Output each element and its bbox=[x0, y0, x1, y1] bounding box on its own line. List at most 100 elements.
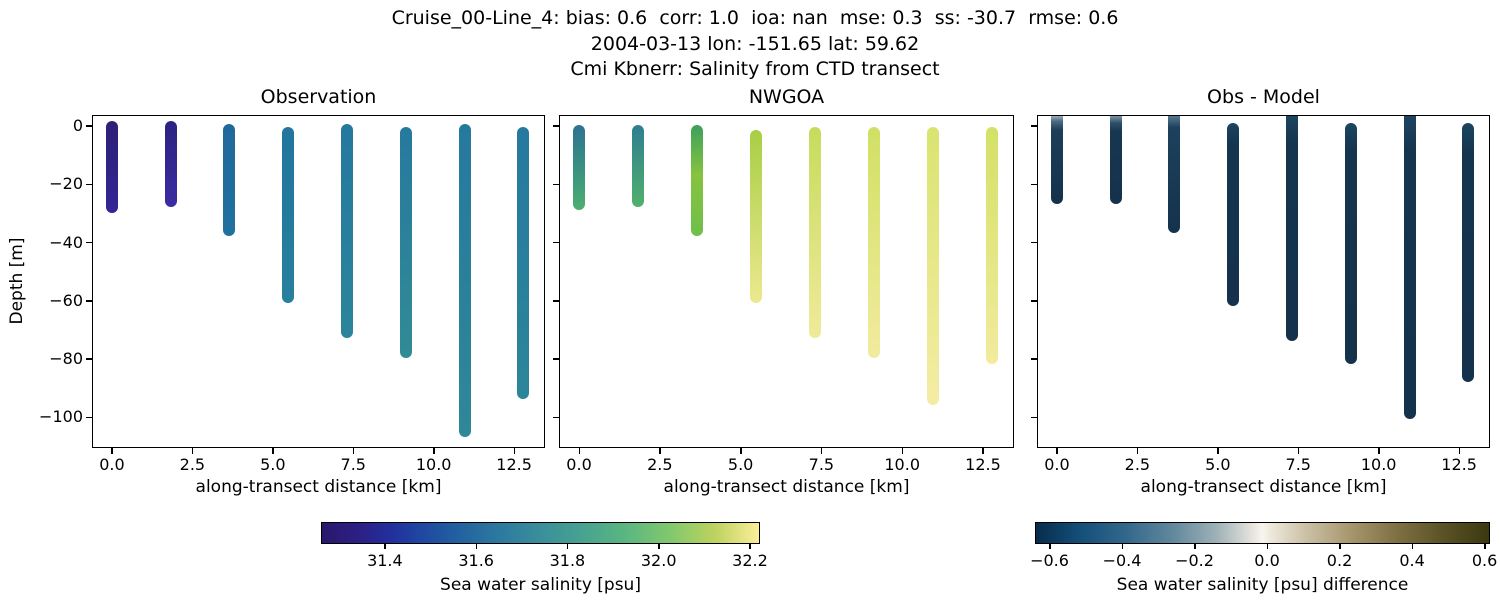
colorbar-tick-label: −0.4 bbox=[1102, 551, 1142, 570]
colorbar-tick-label: 31.4 bbox=[367, 551, 403, 570]
x-tick-mark bbox=[1458, 448, 1461, 454]
y-tick-mark bbox=[1031, 300, 1037, 302]
data-column bbox=[1227, 122, 1240, 306]
x-tick-label: 0.0 bbox=[1044, 455, 1070, 474]
colorbar-tick-mark bbox=[658, 544, 660, 549]
y-tick-mark bbox=[553, 300, 559, 302]
x-tick-mark bbox=[1378, 448, 1380, 454]
y-tick-label: −60 bbox=[49, 290, 83, 310]
y-tick-mark bbox=[86, 416, 92, 419]
colorbar-tick-mark bbox=[1266, 544, 1269, 549]
x-axis-label: along-transect distance [km] bbox=[195, 477, 442, 497]
x-tick-label: 2.5 bbox=[179, 455, 206, 474]
x-tick-mark bbox=[1297, 448, 1300, 454]
x-tick-label: 2.5 bbox=[647, 455, 673, 474]
y-tick-label: −80 bbox=[49, 349, 83, 369]
y-tick-mark bbox=[86, 358, 92, 360]
colorbar-tick-mark bbox=[1339, 544, 1341, 549]
x-tick-mark bbox=[820, 448, 823, 454]
colorbar-tick-label: 32.2 bbox=[732, 551, 768, 570]
data-column bbox=[223, 123, 236, 236]
figure-title-line2: 2004-03-13 lon: -151.65 lat: 59.62 bbox=[590, 33, 920, 55]
x-tick-label: 12.5 bbox=[965, 455, 1001, 474]
x-tick-mark bbox=[111, 448, 113, 454]
colorbar-tick-mark bbox=[384, 544, 386, 549]
x-axis-label: along-transect distance [km] bbox=[663, 477, 910, 497]
x-tick-mark bbox=[982, 448, 984, 454]
y-tick-mark bbox=[553, 358, 559, 360]
data-column bbox=[164, 121, 177, 207]
x-tick-label: 2.5 bbox=[1124, 455, 1151, 474]
x-tick-mark bbox=[1056, 448, 1058, 454]
x-tick-label: 5.0 bbox=[727, 455, 754, 474]
data-column bbox=[1050, 116, 1063, 204]
data-column bbox=[105, 121, 118, 213]
panel-title-nwgoa: NWGOA bbox=[748, 86, 825, 108]
x-tick-mark bbox=[1217, 448, 1219, 454]
x-tick-label: 10.0 bbox=[415, 455, 452, 474]
y-tick-label: 0 bbox=[72, 116, 83, 136]
colorbar-tick-mark bbox=[1121, 544, 1123, 549]
data-column bbox=[1462, 122, 1475, 382]
x-tick-label: 10.0 bbox=[884, 455, 920, 474]
panel-title-observation: Observation bbox=[260, 86, 377, 108]
colorbar-tick-mark bbox=[1484, 544, 1486, 549]
data-column bbox=[399, 126, 412, 359]
data-column bbox=[632, 125, 645, 207]
colorbar-tick-mark bbox=[566, 544, 569, 549]
x-tick-label: 0.0 bbox=[566, 455, 592, 474]
x-tick-label: 7.5 bbox=[340, 455, 366, 474]
figure-title-line3: Cmi Kbnerr: Salinity from CTD transect bbox=[570, 58, 940, 80]
x-axis-label: along-transect distance [km] bbox=[1140, 477, 1387, 497]
x-tick-mark bbox=[901, 448, 904, 454]
data-column bbox=[282, 126, 295, 303]
y-tick-label: −40 bbox=[49, 232, 83, 252]
x-tick-mark bbox=[272, 448, 274, 454]
data-column bbox=[1403, 116, 1416, 420]
data-column bbox=[458, 123, 471, 437]
y-tick-label: −100 bbox=[39, 407, 83, 427]
x-tick-mark bbox=[433, 448, 435, 454]
y-tick-mark bbox=[553, 416, 559, 419]
colorbar-tick-label: 0.4 bbox=[1399, 551, 1425, 570]
colorbar-tick-label: 0.2 bbox=[1326, 551, 1353, 570]
y-tick-mark bbox=[1031, 241, 1037, 244]
x-tick-label: 12.5 bbox=[1441, 455, 1477, 474]
y-tick-mark bbox=[1031, 358, 1037, 360]
axes-nwgoa bbox=[559, 115, 1014, 448]
x-tick-label: 5.0 bbox=[1205, 455, 1231, 474]
x-tick-mark bbox=[513, 448, 516, 454]
panel-title-obs-model: Obs - Model bbox=[1207, 86, 1320, 108]
x-tick-label: 0.0 bbox=[99, 455, 125, 474]
figure-title-line1: Cruise_00-Line_4: bias: 0.6 corr: 1.0 io… bbox=[391, 7, 1119, 29]
y-tick-mark bbox=[1031, 416, 1037, 419]
data-column bbox=[1286, 116, 1299, 341]
y-tick-mark bbox=[86, 183, 92, 186]
y-tick-mark bbox=[1031, 125, 1037, 127]
data-column bbox=[341, 123, 354, 338]
x-tick-mark bbox=[740, 448, 742, 454]
data-column bbox=[809, 126, 822, 338]
data-column bbox=[517, 126, 530, 400]
data-column bbox=[1109, 116, 1122, 204]
x-tick-label: 7.5 bbox=[808, 455, 835, 474]
colorbar-tick-mark bbox=[475, 544, 478, 549]
colorbar-tick-label: −0.2 bbox=[1175, 551, 1214, 570]
data-column bbox=[1344, 122, 1357, 365]
x-tick-mark bbox=[659, 448, 661, 454]
y-tick-mark bbox=[86, 241, 92, 244]
y-tick-mark bbox=[553, 241, 559, 244]
x-tick-mark bbox=[191, 448, 194, 454]
y-tick-mark bbox=[86, 125, 92, 127]
data-column bbox=[1168, 116, 1181, 234]
x-tick-mark bbox=[578, 448, 581, 454]
y-tick-label: −20 bbox=[49, 174, 83, 194]
colorbar-tick-label: 0.6 bbox=[1471, 551, 1498, 570]
colorbar-tick-label: 31.8 bbox=[549, 551, 586, 570]
colorbar-tick-label: 32.0 bbox=[640, 551, 677, 570]
x-tick-label: 7.5 bbox=[1285, 455, 1311, 474]
axes-obs-model bbox=[1037, 115, 1490, 448]
colorbar-tick-label: −0.6 bbox=[1030, 551, 1069, 570]
data-column bbox=[750, 129, 763, 303]
